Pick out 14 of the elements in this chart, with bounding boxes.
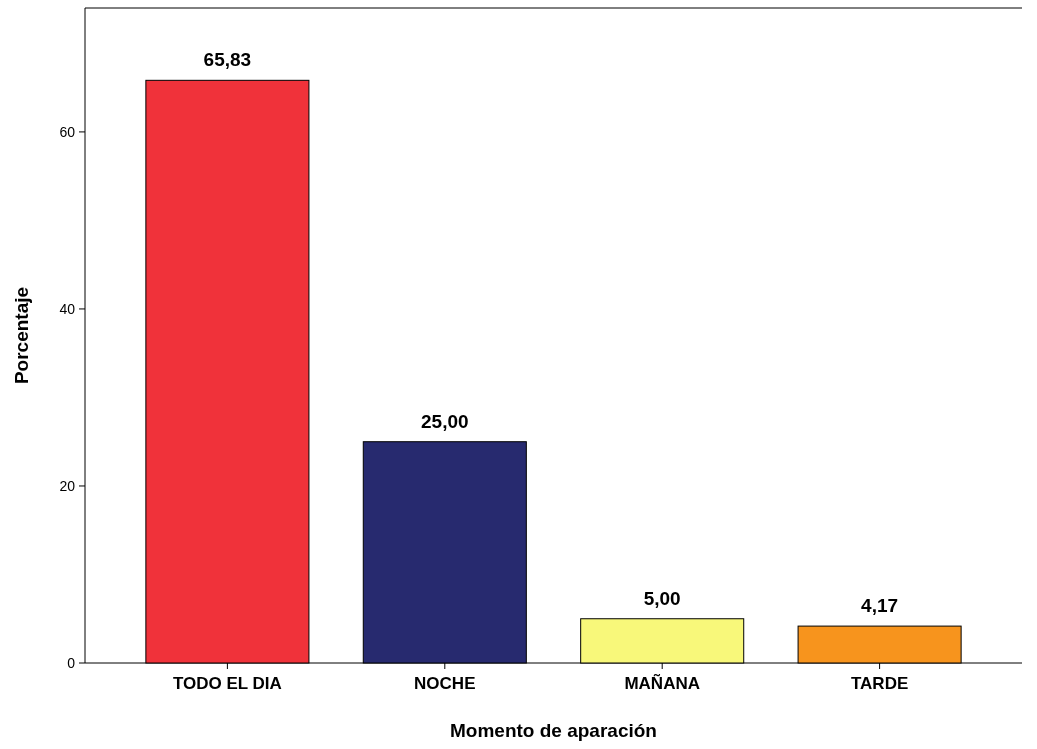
x-tick-label: TODO EL DIA [172, 674, 282, 693]
data-label: 65,83 [203, 49, 252, 71]
x-tick-label: TARDE [850, 674, 909, 693]
x-axis-title: Momento de aparación [450, 720, 657, 741]
x-tick-label: NOCHE [414, 674, 476, 693]
data-label: 25,00 [421, 410, 469, 432]
data-label: 4,17 [861, 595, 899, 617]
y-tick-label: 20 [59, 477, 76, 494]
x-tick-label: MAÑANA [624, 673, 700, 693]
y-tick-label: 40 [59, 300, 76, 317]
data-label: 5,00 [643, 587, 681, 609]
y-tick-label: 0 [67, 654, 76, 671]
y-axis-title: Porcentaje [11, 286, 32, 385]
y-tick-label: 60 [59, 123, 76, 140]
